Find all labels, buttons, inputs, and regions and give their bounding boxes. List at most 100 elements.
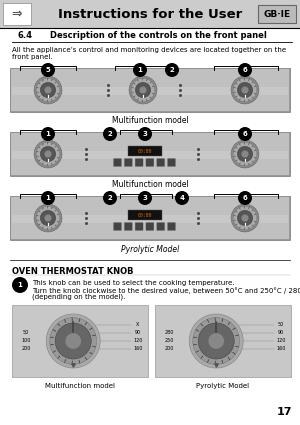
Circle shape xyxy=(36,78,60,102)
Circle shape xyxy=(50,317,97,364)
Text: 50: 50 xyxy=(23,331,29,335)
FancyBboxPatch shape xyxy=(128,146,162,156)
Text: 90: 90 xyxy=(278,331,284,335)
Circle shape xyxy=(41,127,55,141)
FancyBboxPatch shape xyxy=(167,223,175,230)
Circle shape xyxy=(40,82,56,98)
FancyBboxPatch shape xyxy=(258,5,296,23)
FancyBboxPatch shape xyxy=(135,159,143,167)
FancyBboxPatch shape xyxy=(11,197,289,239)
Text: 200: 200 xyxy=(164,346,174,351)
Text: Instructions for the User: Instructions for the User xyxy=(58,8,242,20)
FancyBboxPatch shape xyxy=(12,305,148,377)
Text: This knob can be used to select the cooking temperature.: This knob can be used to select the cook… xyxy=(32,280,235,286)
FancyBboxPatch shape xyxy=(12,87,288,95)
Circle shape xyxy=(231,140,259,168)
Circle shape xyxy=(34,204,62,232)
Circle shape xyxy=(175,191,189,205)
Text: (depending on the model).: (depending on the model). xyxy=(32,294,125,300)
Text: 120: 120 xyxy=(133,338,143,343)
Text: 2: 2 xyxy=(108,131,112,137)
Circle shape xyxy=(193,317,240,364)
Text: 1: 1 xyxy=(46,195,50,201)
Text: OVEN THERMOSTAT KNOB: OVEN THERMOSTAT KNOB xyxy=(12,267,134,276)
Circle shape xyxy=(140,86,147,94)
Circle shape xyxy=(189,314,243,368)
Text: 200: 200 xyxy=(21,346,31,351)
Text: X: X xyxy=(136,323,140,328)
Circle shape xyxy=(36,142,60,166)
FancyBboxPatch shape xyxy=(11,133,289,175)
Text: 50: 50 xyxy=(278,323,284,328)
FancyBboxPatch shape xyxy=(3,3,31,25)
Circle shape xyxy=(36,206,60,230)
FancyBboxPatch shape xyxy=(11,69,289,111)
Circle shape xyxy=(34,76,62,104)
Circle shape xyxy=(198,323,234,359)
Circle shape xyxy=(133,63,147,77)
Text: Description of the controls on the front panel: Description of the controls on the front… xyxy=(50,31,267,40)
Text: 1: 1 xyxy=(138,67,142,73)
Text: 00:00: 00:00 xyxy=(138,212,152,218)
FancyBboxPatch shape xyxy=(0,0,300,28)
Text: 160: 160 xyxy=(276,346,286,351)
Circle shape xyxy=(103,127,117,141)
FancyBboxPatch shape xyxy=(157,159,165,167)
Text: 90: 90 xyxy=(135,331,141,335)
FancyBboxPatch shape xyxy=(10,132,290,176)
Circle shape xyxy=(242,214,249,221)
Text: 5: 5 xyxy=(46,67,50,73)
Text: Multifunction model: Multifunction model xyxy=(112,179,188,189)
Circle shape xyxy=(233,206,257,230)
Text: Turn the knob clockwise to the desired value, between 50°C and 250°C / 280°C: Turn the knob clockwise to the desired v… xyxy=(32,287,300,294)
Text: All the appliance’s control and monitoring devices are located together on the: All the appliance’s control and monitori… xyxy=(12,47,286,53)
FancyBboxPatch shape xyxy=(10,68,290,112)
Text: GB·IE: GB·IE xyxy=(263,9,291,19)
Circle shape xyxy=(46,314,100,368)
Circle shape xyxy=(233,78,257,102)
Text: Pyrolytic Model: Pyrolytic Model xyxy=(121,244,179,253)
Text: 3: 3 xyxy=(142,131,147,137)
FancyBboxPatch shape xyxy=(155,305,291,377)
Circle shape xyxy=(242,86,249,94)
Text: 100: 100 xyxy=(21,338,31,343)
Circle shape xyxy=(242,150,249,158)
Text: 6: 6 xyxy=(243,195,248,201)
Text: 00:00: 00:00 xyxy=(138,148,152,153)
Text: 4: 4 xyxy=(179,195,184,201)
Text: 17: 17 xyxy=(277,407,292,417)
Text: Multifunction model: Multifunction model xyxy=(112,116,188,125)
Circle shape xyxy=(238,63,252,77)
Circle shape xyxy=(44,86,52,94)
Circle shape xyxy=(138,127,152,141)
Text: 3: 3 xyxy=(142,195,147,201)
Circle shape xyxy=(34,140,62,168)
Text: 250: 250 xyxy=(164,338,174,343)
FancyBboxPatch shape xyxy=(128,210,162,220)
Circle shape xyxy=(44,214,52,221)
Circle shape xyxy=(233,142,257,166)
Circle shape xyxy=(135,82,151,98)
Circle shape xyxy=(238,127,252,141)
FancyBboxPatch shape xyxy=(124,223,132,230)
Text: 6: 6 xyxy=(243,67,248,73)
Circle shape xyxy=(41,63,55,77)
Circle shape xyxy=(231,204,259,232)
Text: 120: 120 xyxy=(276,338,286,343)
Text: 1: 1 xyxy=(46,131,50,137)
Text: 2: 2 xyxy=(108,195,112,201)
Circle shape xyxy=(65,333,81,349)
Circle shape xyxy=(138,191,152,205)
Text: ⇒: ⇒ xyxy=(12,8,22,20)
Circle shape xyxy=(41,191,55,205)
Circle shape xyxy=(238,191,252,205)
Text: Multifunction model: Multifunction model xyxy=(45,383,115,389)
Text: 6: 6 xyxy=(243,131,248,137)
FancyBboxPatch shape xyxy=(124,159,132,167)
FancyBboxPatch shape xyxy=(146,223,154,230)
Circle shape xyxy=(237,146,253,162)
FancyBboxPatch shape xyxy=(113,159,122,167)
FancyBboxPatch shape xyxy=(12,151,288,159)
Circle shape xyxy=(40,146,56,162)
Circle shape xyxy=(208,333,224,349)
